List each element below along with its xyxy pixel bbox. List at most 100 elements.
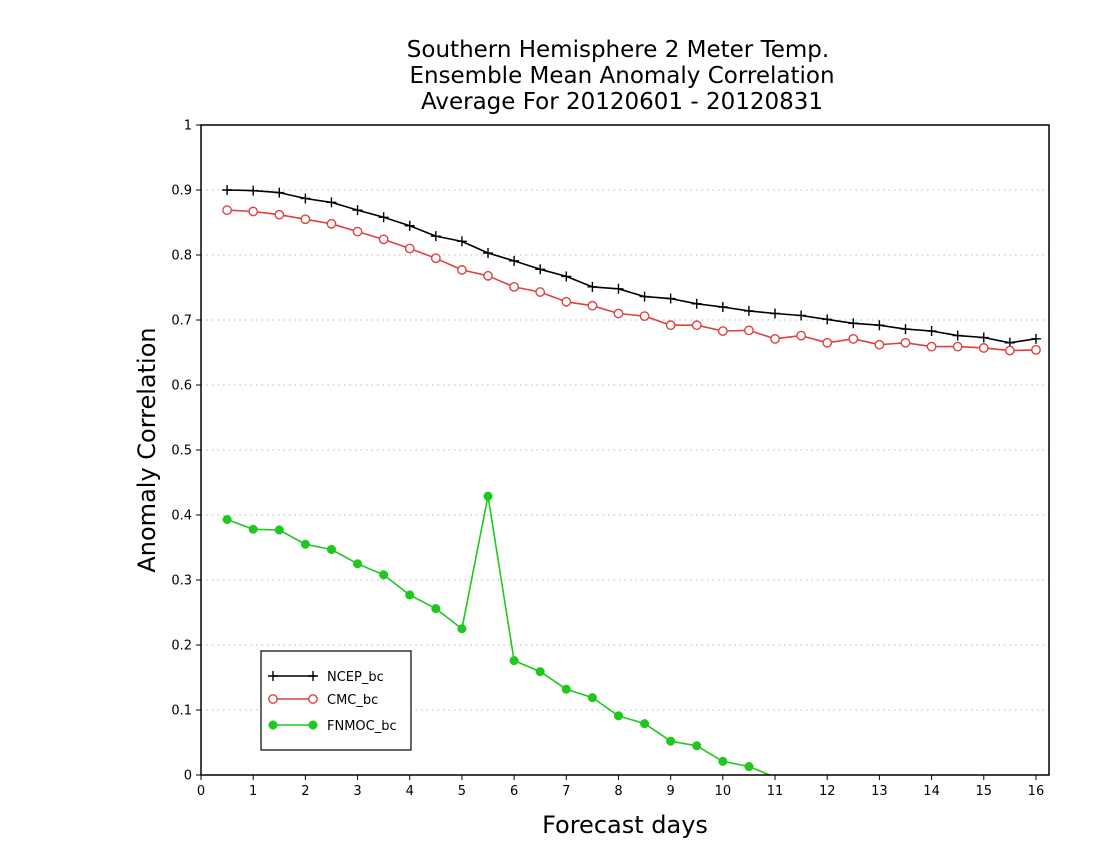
data-point-ncep-bc xyxy=(848,318,859,329)
legend-marker xyxy=(308,720,318,730)
data-point-fnmoc-bc xyxy=(613,711,624,721)
data-point-cmc-bc xyxy=(326,218,337,229)
x-tick-label: 12 xyxy=(819,784,836,799)
y-tick-label: 0 xyxy=(184,769,192,784)
data-point-fnmoc-bc xyxy=(274,525,284,535)
data-point-fnmoc-bc xyxy=(431,604,441,614)
x-axis-ticks: 0 1 2 3 4 5 6 7 8 9 10 11 12 13 14 15 16 xyxy=(197,775,1044,799)
legend-item-ncep-bc: NCEP_bc xyxy=(268,670,384,685)
data-point-cmc-bc xyxy=(222,205,232,216)
y-axis-label: Anomaly Correlation xyxy=(133,327,161,572)
data-point-cmc-bc xyxy=(483,270,493,281)
data-point-fnmoc-bc xyxy=(222,515,232,525)
data-point-ncep-bc xyxy=(639,291,650,302)
data-point-fnmoc-bc xyxy=(666,736,676,746)
data-point-fnmoc-bc xyxy=(405,590,415,600)
data-point-cmc-bc xyxy=(770,333,780,344)
data-point-fnmoc-bc xyxy=(353,559,363,569)
legend-marker xyxy=(268,671,278,681)
data-point-fnmoc-bc xyxy=(640,719,650,729)
y-tick-label: 0.5 xyxy=(171,444,192,459)
data-point-cmc-bc xyxy=(665,320,676,331)
x-tick-label: 5 xyxy=(458,784,466,799)
series-fnmoc-bc xyxy=(222,491,771,776)
data-point-fnmoc-bc xyxy=(248,524,258,534)
legend-label: NCEP_bc xyxy=(327,670,384,685)
data-point-cmc-bc xyxy=(248,206,259,217)
data-point-ncep-bc xyxy=(300,193,311,204)
legend-item-fnmoc-bc: FNMOC_bc xyxy=(268,719,397,734)
data-point-ncep-bc xyxy=(248,185,259,196)
data-point-cmc-bc xyxy=(404,243,415,254)
data-point-ncep-bc xyxy=(404,220,415,231)
data-point-cmc-bc xyxy=(874,339,885,350)
data-point-fnmoc-bc xyxy=(379,570,389,580)
data-point-ncep-bc xyxy=(874,320,885,331)
data-point-ncep-bc xyxy=(430,231,441,242)
data-point-ncep-bc xyxy=(352,205,363,216)
data-series xyxy=(222,185,1041,776)
data-point-cmc-bc xyxy=(926,341,937,352)
data-point-cmc-bc xyxy=(274,209,285,220)
x-tick-label: 14 xyxy=(923,784,940,799)
data-point-cmc-bc xyxy=(457,265,467,275)
data-point-ncep-bc xyxy=(717,302,728,312)
series-cmc-bc xyxy=(222,205,1041,356)
legend-marker xyxy=(268,720,278,730)
data-point-ncep-bc xyxy=(587,281,598,292)
legend-entries: NCEP_bc CMC_bc FNMOC_bc xyxy=(268,670,397,734)
data-point-fnmoc-bc xyxy=(587,693,597,703)
data-point-ncep-bc xyxy=(326,197,337,208)
y-tick-label: 1 xyxy=(184,119,192,134)
data-point-cmc-bc xyxy=(1004,345,1015,356)
data-point-ncep-bc xyxy=(900,324,911,335)
data-point-cmc-bc xyxy=(613,308,624,319)
x-axis-label: Forecast days xyxy=(542,811,708,839)
data-point-cmc-bc xyxy=(639,311,650,321)
data-point-cmc-bc xyxy=(848,333,859,344)
data-point-cmc-bc xyxy=(561,296,572,307)
x-tick-label: 11 xyxy=(767,784,784,799)
data-point-cmc-bc xyxy=(822,337,833,348)
data-point-ncep-bc xyxy=(613,283,624,294)
data-point-ncep-bc xyxy=(274,187,285,198)
legend-marker xyxy=(308,671,318,681)
data-point-ncep-bc xyxy=(222,185,233,195)
data-point-cmc-bc xyxy=(535,287,546,297)
data-point-fnmoc-bc xyxy=(326,544,337,555)
data-point-ncep-bc xyxy=(743,305,754,316)
data-point-cmc-bc xyxy=(978,343,989,353)
series-line-ncep-bc xyxy=(227,189,1037,344)
chart-title-line-1: Southern Hemisphere 2 Meter Temp. xyxy=(407,37,829,63)
series-ncep-bc xyxy=(222,185,1041,348)
y-tick-label: 0.4 xyxy=(171,509,192,524)
x-tick-label: 16 xyxy=(1028,784,1045,799)
legend-label: CMC_bc xyxy=(327,693,378,708)
data-point-cmc-bc xyxy=(952,341,963,352)
legend-item-cmc-bc: CMC_bc xyxy=(268,693,378,708)
data-point-cmc-bc xyxy=(352,226,363,237)
legend-marker xyxy=(308,694,318,704)
data-point-ncep-bc xyxy=(796,310,807,321)
data-point-cmc-bc xyxy=(587,300,598,311)
data-point-ncep-bc xyxy=(561,271,572,282)
y-tick-label: 0.8 xyxy=(171,249,192,264)
x-tick-label: 7 xyxy=(562,784,570,799)
data-point-cmc-bc xyxy=(796,330,807,341)
data-point-fnmoc-bc xyxy=(744,762,754,772)
y-tick-label: 0.1 xyxy=(171,704,192,719)
legend-box xyxy=(260,650,412,751)
x-tick-label: 0 xyxy=(197,784,205,799)
legend: NCEP_bc CMC_bc FNMOC_bc xyxy=(260,650,412,751)
x-tick-label: 6 xyxy=(510,784,518,799)
data-point-cmc-bc xyxy=(744,325,754,336)
y-axis-ticks: 0 0.1 0.2 0.3 0.4 0.5 0.6 0.7 0.8 0.9 1 xyxy=(171,119,201,784)
data-point-fnmoc-bc xyxy=(535,667,545,677)
data-point-ncep-bc xyxy=(926,326,937,337)
x-tick-label: 1 xyxy=(249,784,257,799)
data-point-cmc-bc xyxy=(378,234,389,245)
data-point-cmc-bc xyxy=(691,320,702,331)
y-tick-label: 0.3 xyxy=(171,574,192,589)
data-point-cmc-bc xyxy=(900,337,911,348)
x-tick-label: 8 xyxy=(614,784,622,799)
